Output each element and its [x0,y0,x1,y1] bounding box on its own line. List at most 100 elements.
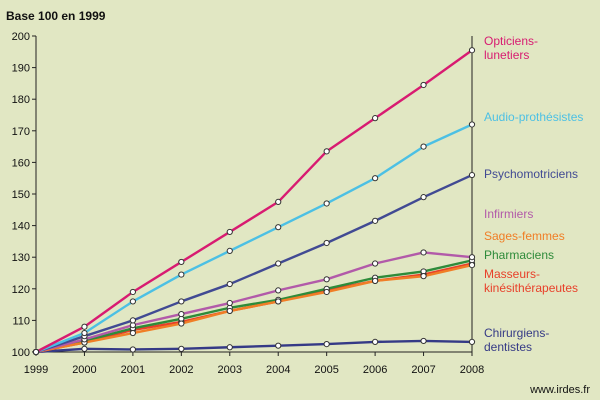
data-point [129,317,136,324]
data-point [468,121,476,128]
data-point [81,345,88,352]
y-tick-label: 140 [12,221,30,233]
series-line [35,49,473,354]
y-tick-label: 170 [12,126,30,138]
x-tick-label: 2000 [72,364,96,376]
y-tick-label: 160 [12,157,30,169]
data-point [226,280,233,288]
data-point [275,224,282,231]
data-point [420,249,427,256]
series-label-line: Audio-prothésistes [484,110,583,124]
data-point [275,260,282,267]
series-markers [32,171,476,356]
x-tick-label: 2003 [218,364,242,376]
data-point [129,346,136,353]
data-point [468,171,476,179]
x-tick-label: 2008 [460,364,484,376]
data-point [420,143,427,150]
x-tick-label: 2006 [363,364,387,376]
data-point [420,81,427,89]
series-psychomotriciens [35,173,473,354]
y-tick-label: 150 [12,189,30,201]
data-point [323,341,330,348]
series-label-line: Chirurgiens- [484,326,549,340]
data-point [178,320,185,327]
source-label: www.irdes.fr [529,384,590,396]
series-label-line: Masseurs- [484,267,540,281]
series-label-line: dentistes [484,340,532,354]
series-line [35,259,473,354]
series-opticiens-lunetiers [35,49,473,354]
series-label-sages-femmes: Sages-femmes [484,229,565,243]
data-point [81,323,88,330]
y-tick-label: 130 [12,252,30,264]
data-point [129,329,136,337]
series-label-psychomotriciens: Psychomotriciens [484,167,578,181]
data-point [178,345,185,352]
axes: 100 110 120 130 140 150 160 170 180 190 200 1999 200… [12,31,485,376]
data-point [81,329,88,337]
series-labels: Opticiens-lunetiers Audio-prothésistes Psy… [484,34,583,354]
data-point [420,273,427,280]
data-point [275,342,282,349]
series-line [35,263,473,354]
data-point [468,47,476,54]
y-tick-label: 120 [12,284,30,296]
series-label-chirurgiens-dentistes: Chirurgiens-dentistes [484,326,549,354]
data-point [226,247,233,254]
data-point [323,200,330,207]
series-label-infirmiers: Infirmiers [484,207,533,221]
data-point [468,338,476,345]
series-label-line: Sages-femmes [484,229,565,243]
data-point [178,310,185,318]
series-pharmaciens [35,259,473,354]
x-tick-label: 2002 [169,364,193,376]
series-label-audio-proth-sistes: Audio-prothésistes [484,110,583,124]
data-point [226,307,233,315]
series-line [35,173,473,354]
data-point [372,277,379,284]
series-label-line: Opticiens- [484,34,538,48]
data-point [323,148,330,155]
x-tick-label: 1999 [24,364,48,376]
data-point [226,344,233,351]
data-point [275,198,282,205]
series-label-masseurs-kin-sith-rapeutes: Masseurs-kinésithérapeutes [484,267,578,295]
series-label-line: kinésithérapeutes [484,281,578,295]
data-point [468,254,476,261]
series-label-line: Infirmiers [484,207,533,221]
series-label-line: lunetiers [484,48,529,62]
data-point [178,258,185,266]
data-point [226,228,233,236]
data-point [178,298,185,305]
x-tick-label: 2007 [411,364,435,376]
data-point [372,115,379,122]
series-line [35,251,473,354]
data-point [32,348,40,356]
data-point [275,298,282,305]
series-label-opticiens-lunetiers: Opticiens-lunetiers [484,34,538,62]
series-label-pharmaciens: Pharmaciens [484,248,554,262]
data-point [372,217,379,224]
data-point [420,337,427,345]
data-point [420,194,427,201]
series-infirmiers [35,251,473,354]
series-chirurgiens-dentistes [35,339,473,354]
series-sages-femmes [35,263,473,354]
x-tick-label: 2004 [266,364,290,376]
series-audio-proth-sistes [35,123,473,354]
data-point [323,288,330,296]
y-tick-label: 180 [12,94,30,106]
data-point [468,262,476,269]
series-label-line: Pharmaciens [484,248,554,262]
chart-title: Base 100 en 1999 [6,9,106,23]
data-point [129,288,136,296]
data-point [178,271,185,278]
series-line [35,123,473,354]
y-tick-label: 190 [12,63,30,75]
data-point [372,338,379,345]
data-point [129,298,136,305]
data-point [275,287,282,294]
series-label-line: Psychomotriciens [484,167,578,181]
